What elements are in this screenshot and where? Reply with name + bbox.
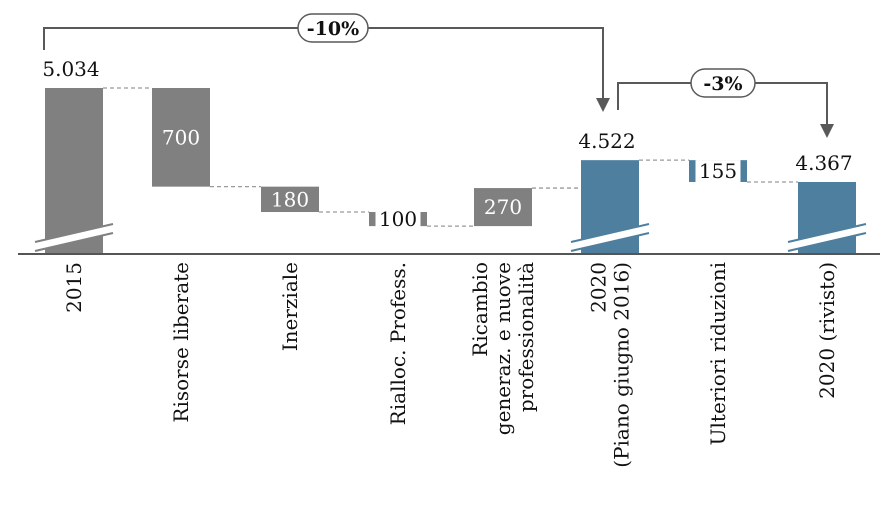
axis-break bbox=[788, 224, 866, 251]
axis-break-marks bbox=[34, 223, 867, 252]
bar bbox=[152, 88, 210, 187]
category-label: 2020 (rivisto) bbox=[815, 262, 839, 399]
axis-break bbox=[571, 224, 649, 251]
category-label-line: Rialloc. Profess. bbox=[386, 262, 410, 425]
data-label: 100 bbox=[379, 207, 417, 231]
category-label-line: Ricambio bbox=[468, 262, 492, 357]
category-label-line: generaz. e nuove bbox=[491, 262, 515, 435]
data-label-box bbox=[695, 160, 741, 183]
data-label: 4.367 bbox=[795, 151, 852, 175]
category-labels: 2015 Risorse liberate Inerziale Rialloc. Pr… bbox=[62, 262, 839, 468]
category-label: 2020(Piano giugno 2016) bbox=[587, 262, 634, 468]
data-label: 180 bbox=[271, 187, 309, 211]
annotation-pill bbox=[690, 68, 756, 98]
category-label-line: Ulteriori riduzioni bbox=[706, 262, 730, 445]
axis-break-line bbox=[787, 232, 867, 252]
axis-break-line bbox=[787, 223, 867, 243]
category-label: Rialloc. Profess. bbox=[386, 262, 410, 425]
axis-break bbox=[35, 224, 113, 251]
data-label: 155 bbox=[699, 159, 737, 183]
category-label-line: Risorse liberate bbox=[169, 262, 193, 423]
arrow-head bbox=[596, 98, 610, 112]
category-label: Risorse liberate bbox=[169, 262, 193, 423]
data-label: 270 bbox=[484, 195, 522, 219]
arrow-head bbox=[820, 124, 834, 138]
connector-lines bbox=[103, 87, 798, 227]
data-label: 4.522 bbox=[578, 129, 635, 153]
axis-break-line bbox=[570, 232, 650, 252]
data-label: 5.034 bbox=[42, 57, 99, 81]
category-label-line: 2020 bbox=[587, 262, 611, 313]
category-label: Ricambiogeneraz. e nuoveprofessionalità bbox=[468, 262, 538, 435]
data-label-box bbox=[375, 208, 421, 231]
category-label-line: 2020 (rivisto) bbox=[815, 262, 839, 399]
category-label-line: Inerziale bbox=[278, 262, 302, 351]
category-label-line: (Piano giugno 2016) bbox=[610, 262, 634, 468]
annotation-label: -10% bbox=[307, 18, 359, 40]
data-label: 700 bbox=[162, 125, 200, 149]
change-annotations: -10% -3% bbox=[43, 13, 834, 138]
annotation-label: -3% bbox=[703, 73, 742, 95]
bar bbox=[261, 186, 319, 213]
annotation-pill bbox=[297, 13, 369, 43]
category-label: Inerziale bbox=[278, 262, 302, 351]
axis-break-line bbox=[34, 232, 114, 252]
category-label: Ulteriori riduzioni bbox=[706, 262, 730, 445]
data-labels: 5.034 700 180 100 270 4.522 155 4.367 bbox=[42, 57, 852, 231]
bar bbox=[474, 188, 532, 227]
axis-break-line bbox=[34, 223, 114, 243]
category-label-line: 2015 bbox=[62, 262, 86, 313]
category-label: 2015 bbox=[62, 262, 86, 313]
axis-break-line bbox=[570, 223, 650, 243]
bar bbox=[45, 88, 103, 254]
category-label-line: professionalità bbox=[514, 262, 538, 412]
